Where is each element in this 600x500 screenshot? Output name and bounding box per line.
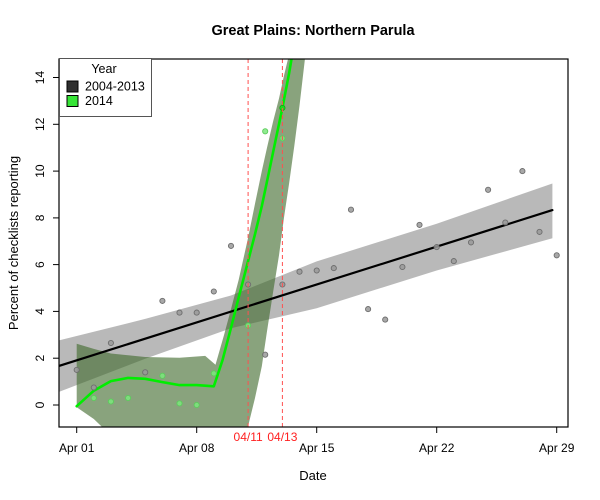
2004-2013-daily-points-point (450, 258, 457, 265)
2004-2013-daily-points-point (347, 206, 355, 213)
annotations: 04/11 04/13 (234, 59, 298, 444)
vline-label-04-13: 04/13 (267, 430, 297, 444)
x-tick-label: Apr 22 (419, 441, 455, 455)
trend-lines (59, 59, 554, 408)
2004-2013-daily-points-point (210, 288, 217, 295)
2004-2013-daily-points-point (262, 351, 269, 358)
y-tick-label: 4 (33, 308, 47, 315)
x-tick-label: Apr 01 (59, 441, 95, 455)
2004-2013-daily-points-point (536, 228, 543, 235)
2014-observed-points-point (159, 372, 166, 379)
y-tick-label: 0 (33, 401, 47, 408)
legend-title: Year (91, 62, 116, 76)
2004-2013-daily-points-point (519, 168, 526, 175)
data-points (73, 104, 560, 409)
2004-2013-daily-points-point (399, 263, 406, 271)
2014-observed-points-point (125, 394, 132, 402)
2014-observed-points-point (193, 401, 200, 409)
y-tick-label: 10 (33, 164, 47, 178)
vline-label-04-11: 04/11 (234, 430, 263, 444)
2004-2013-daily-points-point (330, 265, 337, 272)
2004-2013-daily-points-point (502, 219, 509, 226)
2004-2013-daily-points-point (73, 366, 80, 373)
x-tick-label: Apr 29 (539, 441, 575, 455)
2004-2013-daily-points-point (193, 309, 200, 316)
2014-observed-points-point (90, 394, 97, 402)
2004-2013-daily-points-point (433, 244, 440, 251)
2004-2013-daily-points-point (382, 316, 389, 323)
y-tick-label: 2 (33, 355, 47, 362)
2004-2013-daily-points-point (553, 252, 560, 259)
2004-2013-daily-points-point (90, 384, 97, 391)
chart-title: Great Plains: Northern Parula (211, 23, 415, 39)
2014-observed-points-point (107, 398, 114, 405)
y-axis-title: Percent of checklists reporting (6, 156, 21, 330)
2004-2013-daily-points-point (467, 239, 475, 246)
axes: Apr 01 Apr 08 Apr 15 Apr 22 Apr 29 0 2 4 6 8 10 12 1… (33, 58, 575, 455)
2004-2013-daily-points-point (227, 242, 235, 249)
2004-2013-daily-points-point (313, 267, 320, 274)
x-tick-label: Apr 15 (299, 441, 335, 455)
2014-observed-points-point (262, 128, 269, 135)
y-tick-label: 12 (33, 117, 47, 131)
2004-2013-daily-points-point (416, 221, 423, 228)
2004-2013-daily-points-point (159, 297, 166, 304)
legend-swatch-2004-2013 (66, 80, 79, 93)
legend-label: 2014 (85, 94, 113, 108)
2004-2013-daily-points-point (365, 306, 372, 313)
2004-2013-daily-points-point (142, 369, 149, 376)
plot-frame (58, 58, 569, 428)
y-tick-label: 6 (33, 261, 47, 268)
2014-smooth (75, 59, 293, 408)
2004-2013-daily-points-point (485, 186, 492, 193)
2004-2013-daily-points-point (107, 339, 114, 347)
legend-label: 2004-2013 (85, 80, 145, 94)
legend-swatch-2014 (66, 95, 79, 107)
y-tick-label: 14 (33, 71, 47, 85)
2004-2013-daily-points-point (176, 309, 183, 316)
2004-2013-daily-points-point (296, 268, 303, 275)
2014-observed-points-point (176, 400, 183, 407)
2014-observed-points-point (210, 370, 217, 377)
x-tick-label: Apr 08 (179, 441, 215, 455)
x-axis-title: Date (299, 468, 326, 483)
2004-2013-trend (59, 209, 554, 367)
y-tick-label: 8 (33, 214, 47, 221)
